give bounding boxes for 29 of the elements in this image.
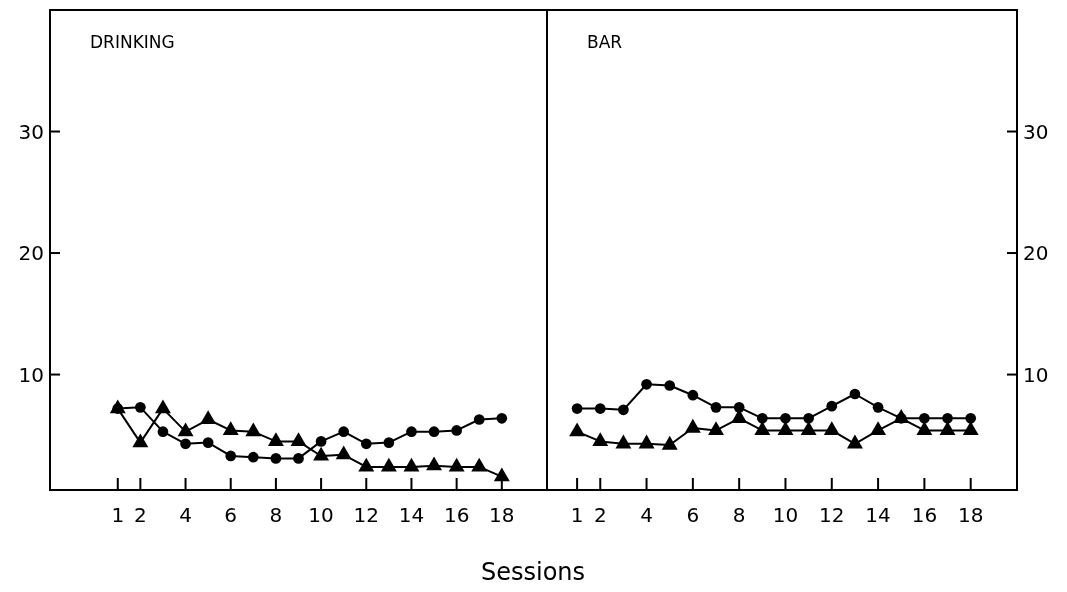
- y-tick-label: 20: [18, 241, 44, 266]
- x-tick-label: 14: [865, 503, 891, 527]
- y-tick-label: 20: [1023, 241, 1049, 266]
- y-tick-label: 10: [1023, 362, 1049, 387]
- y-tick-label: 10: [18, 362, 44, 387]
- x-tick-label: 6: [224, 503, 238, 527]
- x-tick-label: 10: [772, 503, 799, 527]
- x-tick-label: 16: [443, 503, 470, 527]
- x-tick-label: 14: [398, 503, 425, 527]
- y-tick-label: 30: [18, 119, 44, 144]
- x-tick-label: 16: [911, 503, 938, 527]
- x-tick-label: 1: [111, 503, 125, 527]
- x-tick-label: 10: [308, 503, 334, 527]
- x-tick-label: 2: [134, 503, 147, 527]
- x-tick-label: 8: [732, 503, 746, 527]
- y-tick-label: 30: [1023, 119, 1049, 144]
- x-tick-label: 2: [593, 503, 607, 527]
- text: DRINKING: [90, 32, 175, 52]
- x-tick-label: 12: [353, 503, 379, 527]
- x-tick-label: 12: [819, 503, 845, 527]
- x-tick-label: 4: [179, 503, 192, 527]
- x-tick-label: 8: [269, 503, 283, 527]
- x-tick-label: 1: [570, 503, 584, 527]
- x-tick-label: 4: [640, 503, 653, 527]
- x-tick-label: 18: [957, 503, 984, 527]
- x-axis-title: Sessions: [480, 558, 586, 586]
- x-tick-label: 18: [489, 503, 515, 527]
- x-tick-label: 6: [686, 503, 700, 527]
- text: BAR: [587, 32, 623, 52]
